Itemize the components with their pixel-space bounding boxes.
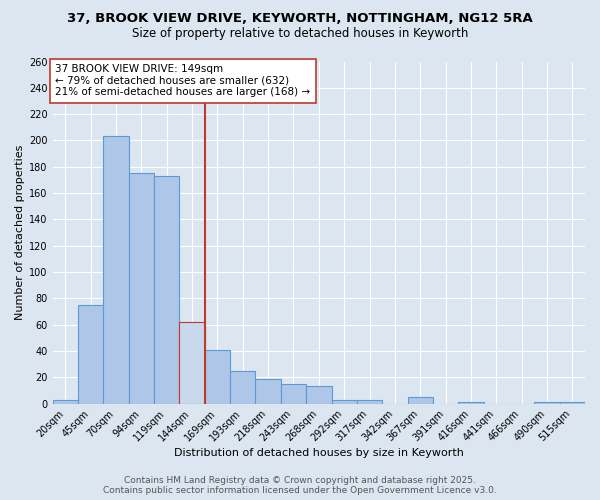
Y-axis label: Number of detached properties: Number of detached properties	[15, 145, 25, 320]
Bar	[205, 350, 230, 404]
Bar	[179, 322, 205, 404]
Bar	[281, 384, 306, 404]
Text: Contains HM Land Registry data © Crown copyright and database right 2025.
Contai: Contains HM Land Registry data © Crown c…	[103, 476, 497, 495]
Bar	[306, 386, 332, 404]
Text: 37 BROOK VIEW DRIVE: 149sqm
← 79% of detached houses are smaller (632)
21% of se: 37 BROOK VIEW DRIVE: 149sqm ← 79% of det…	[55, 64, 310, 98]
Bar	[256, 378, 281, 404]
Text: 37, BROOK VIEW DRIVE, KEYWORTH, NOTTINGHAM, NG12 5RA: 37, BROOK VIEW DRIVE, KEYWORTH, NOTTINGH…	[67, 12, 533, 26]
Bar	[458, 402, 484, 404]
X-axis label: Distribution of detached houses by size in Keyworth: Distribution of detached houses by size …	[174, 448, 464, 458]
Bar	[535, 402, 560, 404]
Bar	[78, 305, 103, 404]
Bar	[53, 400, 78, 404]
Text: Size of property relative to detached houses in Keyworth: Size of property relative to detached ho…	[132, 28, 468, 40]
Bar	[407, 397, 433, 404]
Bar	[332, 400, 357, 404]
Bar	[230, 370, 256, 404]
Bar	[560, 402, 585, 404]
Bar	[357, 400, 382, 404]
Bar	[103, 136, 129, 404]
Bar	[129, 174, 154, 404]
Bar	[154, 176, 179, 404]
